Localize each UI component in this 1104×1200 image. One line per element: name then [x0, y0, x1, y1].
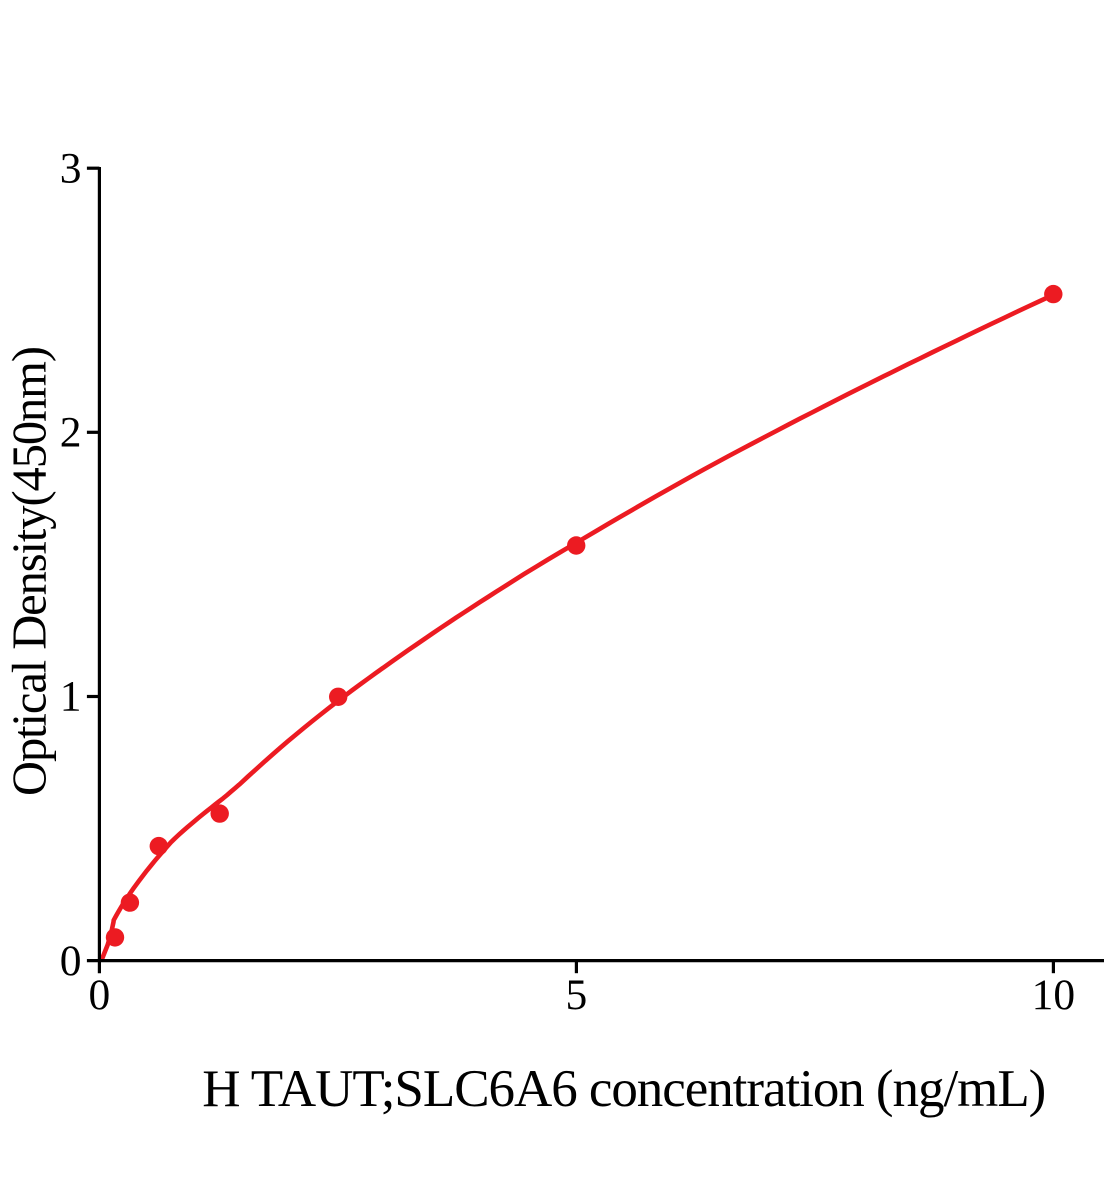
svg-text:1: 1	[60, 673, 82, 721]
svg-text:2: 2	[60, 409, 82, 457]
svg-text:0: 0	[89, 971, 111, 1019]
svg-text:10: 10	[1032, 971, 1076, 1019]
svg-text:5: 5	[566, 971, 588, 1019]
svg-text:3: 3	[60, 144, 82, 192]
svg-text:Optical Density(450nm): Optical Density(450nm)	[4, 346, 57, 796]
svg-text:H TAUT;SLC6A6 concentration (n: H TAUT;SLC6A6 concentration (ng/mL)	[202, 1060, 1046, 1118]
svg-text:0: 0	[60, 937, 82, 985]
